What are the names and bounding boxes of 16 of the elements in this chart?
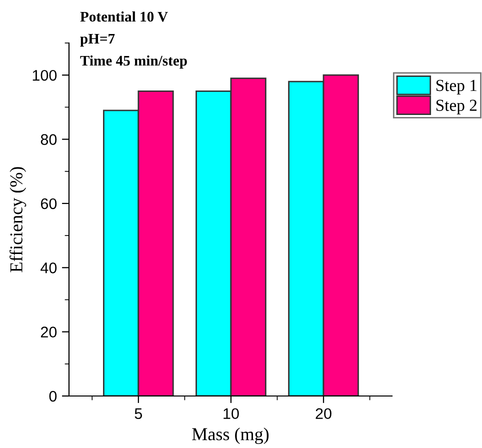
text: Potential 10 V xyxy=(80,11,168,22)
y-axis-title: Efficiency (%) xyxy=(10,167,26,272)
x-axis-title: Mass (mg) xyxy=(192,428,269,444)
annotation: Time 45 min/step xyxy=(80,55,187,69)
y-tick-label: 80 xyxy=(40,134,57,145)
x-tick-label: 5 xyxy=(134,408,142,420)
y-tick-label: 20 xyxy=(40,326,57,338)
legend-label: Step 2 xyxy=(436,100,477,114)
y-tick-label: 60 xyxy=(40,198,57,210)
y-tick-label: 100 xyxy=(32,70,57,81)
x-tick-label: 10 xyxy=(224,408,239,420)
y-tick-label: 0 xyxy=(49,390,57,402)
y-tick-label: 40 xyxy=(40,262,57,274)
x-tick-label: 20 xyxy=(316,408,332,420)
legend-label: Step 1 xyxy=(436,80,476,94)
annotation: pH=7 xyxy=(80,34,115,47)
